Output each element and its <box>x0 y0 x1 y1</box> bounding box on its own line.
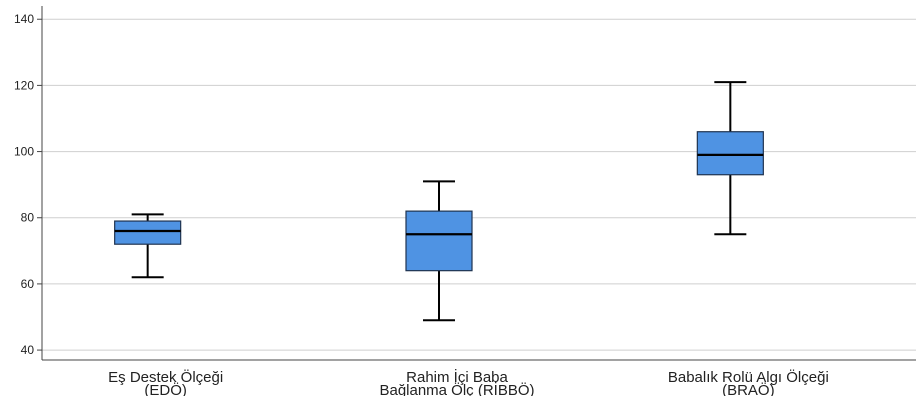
category-label: Rahim İçi Baba <box>406 368 508 386</box>
category-label: Babalık Rolü Algı Ölçeği <box>668 368 829 386</box>
category-label: (EDÖ) <box>144 381 187 396</box>
boxes <box>114 81 764 322</box>
y-tick-label: 60 <box>21 277 35 291</box>
box-group <box>405 180 473 322</box>
grid-lines <box>42 18 916 351</box>
box-group <box>696 81 764 236</box>
iqr-box <box>405 210 473 272</box>
category-label: (BRAÖ) <box>722 381 775 396</box>
iqr-box <box>696 131 764 176</box>
y-tick-label: 100 <box>14 145 34 159</box>
category-label: Eş Destek Ölçeği <box>108 368 223 386</box>
iqr-box <box>114 220 182 245</box>
y-tick-label: 80 <box>21 211 35 225</box>
y-tick-label: 120 <box>14 78 34 92</box>
axes: 40 60 80 100 120 140 <box>14 6 916 361</box>
y-tick-label: 40 <box>21 343 35 357</box>
box-group <box>114 213 182 279</box>
category-label: Bağlanma Ölç (RİBBÖ) <box>379 381 534 396</box>
y-tick-label: 140 <box>14 12 34 26</box>
category-labels: Eş Destek Ölçeği(EDÖ) Rahim İçi BabaBağla… <box>108 368 829 396</box>
